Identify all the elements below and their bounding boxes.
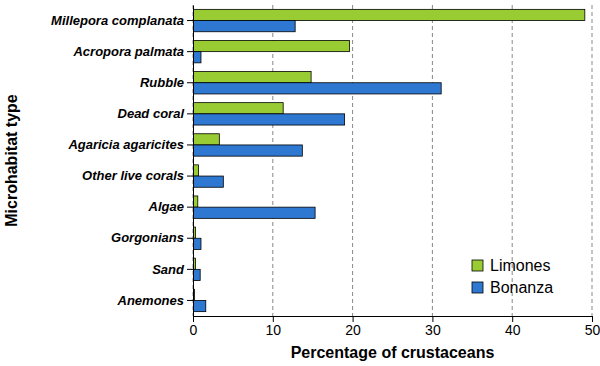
y-tick: Gorgonians — [111, 230, 193, 245]
x-tick-label: 0 — [190, 322, 198, 338]
legend-label: Limones — [490, 257, 550, 274]
y-tick-label: Other live corals — [82, 168, 184, 183]
y-tick: Acropora palmata — [72, 44, 193, 59]
chart: 0 10 20 30 40 50 Millepora complanata Acropora … — [0, 0, 600, 366]
y-tick: Millepora complanata — [51, 13, 193, 28]
y-tick: Other live corals — [82, 168, 193, 183]
y-tick: Anemones — [117, 293, 193, 308]
legend: Limones Bonanza — [472, 257, 553, 296]
x-tick-label: 10 — [266, 322, 282, 338]
legend-item: Bonanza — [472, 279, 553, 296]
bar — [193, 238, 201, 249]
y-tick-mark — [187, 113, 193, 114]
y-tick: Agaricia agaricites — [67, 137, 193, 152]
grid-line — [352, 5, 353, 316]
y-tick-label: Rubble — [140, 75, 184, 90]
y-tick-label: Algae — [148, 199, 184, 214]
bar — [193, 52, 201, 63]
y-axis: Millepora complanata Acropora palmata Rubb… — [51, 6, 193, 317]
y-tick-mark — [187, 300, 193, 301]
y-tick-label: Gorgonians — [111, 230, 184, 245]
y-tick-mark — [187, 176, 193, 177]
y-axis-line — [193, 6, 194, 317]
y-tick-mark — [187, 51, 193, 52]
bar — [193, 145, 302, 156]
y-axis-title: Microhabitat type — [3, 94, 20, 227]
x-tick-label: 20 — [345, 322, 361, 338]
bar — [193, 9, 585, 20]
bar — [193, 83, 441, 94]
x-tick-label: 30 — [425, 322, 441, 338]
y-tick-mark — [187, 238, 193, 239]
x-tick: 40 — [505, 316, 521, 338]
y-tick-label: Millepora complanata — [51, 13, 184, 28]
x-tick: 30 — [425, 316, 441, 338]
y-tick-label: Acropora palmata — [72, 44, 184, 59]
bars — [193, 9, 585, 311]
y-tick-label: Agaricia agaricites — [67, 137, 184, 152]
bar — [193, 40, 349, 51]
y-tick: Sand — [152, 262, 193, 277]
grid-line — [592, 5, 593, 316]
bar — [193, 176, 223, 187]
legend-label: Bonanza — [490, 279, 553, 296]
x-axis: 0 10 20 30 40 50 — [190, 316, 600, 338]
x-tick: 50 — [585, 316, 600, 338]
y-tick-label: Sand — [152, 262, 185, 277]
grid — [193, 5, 592, 316]
bar — [193, 103, 283, 114]
y-tick: Dead coral — [118, 106, 193, 121]
y-tick-mark — [187, 20, 193, 21]
bar — [193, 300, 206, 311]
legend-item: Limones — [472, 257, 550, 274]
y-tick: Rubble — [140, 75, 193, 90]
grid-line — [432, 5, 433, 316]
x-tick-label: 40 — [505, 322, 521, 338]
bar — [193, 207, 315, 218]
y-tick-mark — [187, 269, 193, 270]
y-tick-label: Anemones — [117, 293, 184, 308]
bar — [193, 269, 200, 280]
bar — [193, 134, 219, 145]
series — [193, 21, 441, 312]
x-tick: 20 — [345, 316, 361, 338]
bar — [193, 21, 295, 32]
y-tick: Algae — [148, 199, 193, 214]
y-tick-mark — [187, 82, 193, 83]
plot: 0 10 20 30 40 50 Millepora complanata Acropora … — [51, 5, 600, 338]
bar — [193, 72, 311, 83]
x-axis-line — [194, 316, 593, 317]
series — [193, 9, 585, 300]
x-axis-title: Percentage of crustaceans — [291, 344, 495, 361]
x-tick: 10 — [266, 316, 282, 338]
bar — [193, 114, 345, 125]
legend-swatch — [472, 260, 483, 271]
x-tick-label: 50 — [585, 322, 600, 338]
y-tick-mark — [187, 144, 193, 145]
legend-swatch — [472, 282, 483, 293]
y-tick-mark — [187, 207, 193, 208]
x-tick: 0 — [190, 316, 198, 338]
y-tick-label: Dead coral — [118, 106, 185, 121]
